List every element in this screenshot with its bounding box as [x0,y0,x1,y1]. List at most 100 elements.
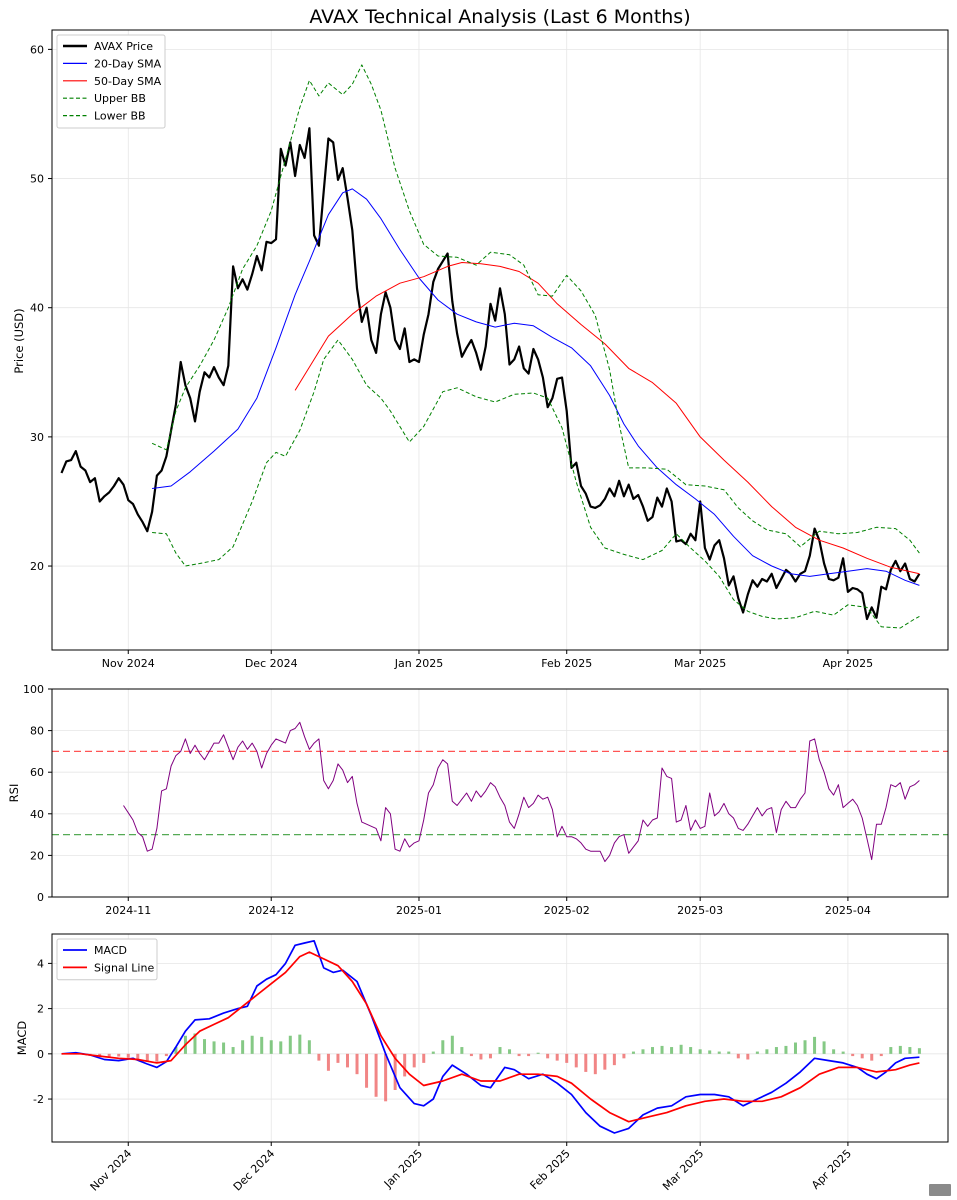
y-tick-label: 60 [30,43,44,56]
macd-histogram-bar [498,1047,502,1054]
legend-label: 50-Day SMA [94,75,162,88]
macd-histogram-bar [431,1051,435,1054]
macd-histogram-bar [403,1053,407,1077]
x-tick-label: Dec 2024 [245,657,298,670]
rsi-axes-frame [51,688,949,898]
macd-histogram-bar [889,1047,893,1054]
macd-histogram-bar [860,1053,864,1059]
x-tick-label: Jan 2025 [381,1147,425,1191]
macd-histogram-bar [832,1049,836,1054]
macd-histogram-bar [126,1053,130,1058]
macd-histogram-bar [269,1040,273,1054]
macd-histogram-bar [603,1053,607,1070]
macd-histogram-bar [384,1053,388,1102]
macd-histogram-bar [412,1053,416,1068]
macd-histogram-bar [222,1042,226,1054]
macd-histogram-bar [546,1053,550,1059]
y-tick-label: 60 [30,766,44,779]
y-tick-label: 20 [30,560,44,573]
macd-histogram-bar [565,1053,569,1063]
x-tick-label: Feb 2025 [528,1147,573,1192]
macd-histogram-bar [670,1047,674,1054]
macd-histogram-bar [755,1051,759,1054]
y-tick-label: 40 [30,808,44,821]
macd-histogram-bar [231,1047,235,1054]
rsi-y-axis-label: RSI [7,784,21,803]
y-tick-label: 40 [30,302,44,315]
y-tick-label: 20 [30,849,44,862]
macd-histogram-bar [813,1036,817,1054]
price-series-lower-bb [152,339,920,629]
macd-histogram-bar [107,1053,111,1058]
price-series-avax-price [60,127,921,621]
x-tick-label: Feb 2025 [541,657,592,670]
macd-histogram-bar [145,1053,149,1061]
macd-histogram-bar [355,1053,359,1075]
y-tick-label: 80 [30,725,44,738]
y-tick-label: 4 [37,957,44,970]
macd-histogram-bar [317,1053,321,1061]
watermark-badge [929,1184,951,1196]
macd-histogram-bar [574,1053,578,1068]
x-tick-label: 2024-11 [105,904,151,917]
y-tick-label: 50 [30,173,44,186]
macd-histogram-bar [203,1039,207,1054]
macd-histogram-bar [374,1053,378,1097]
macd-histogram-bar [441,1040,445,1054]
macd-histogram-bar [298,1034,302,1054]
macd-histogram-bar [193,1033,197,1054]
macd-histogram-bar [593,1053,597,1075]
y-tick-label: 100 [23,683,44,696]
x-tick-label: Apr 2025 [823,657,874,670]
macd-histogram-bar [174,1047,178,1054]
macd-histogram-bar [345,1053,349,1068]
macd-histogram-bar [631,1051,635,1054]
rsi-series-line [123,721,920,863]
x-tick-label: 2025-04 [825,904,871,917]
y-tick-label: 2 [37,1003,44,1016]
macd-series-macd [61,939,920,1134]
macd-histogram-bar [527,1053,531,1057]
macd-histogram-bar [517,1053,521,1057]
macd-histogram-bar [555,1053,559,1061]
legend-label: MACD [94,944,127,957]
macd-histogram-bar [288,1035,292,1054]
macd-histogram-bar [155,1053,159,1062]
macd-axes-frame [51,933,949,1143]
legend-label: Signal Line [94,961,154,974]
macd-histogram-bar [365,1053,369,1088]
macd-histogram-bar [488,1053,492,1059]
price-series-upper-bb [151,64,920,554]
macd-histogram-bar [98,1053,102,1057]
macd-histogram-bar [393,1053,397,1090]
macd-histogram-bar [307,1040,311,1054]
macd-histogram-bar [870,1053,874,1061]
macd-histogram-bar [508,1049,512,1054]
macd-histogram-bar [212,1041,216,1054]
x-tick-label: Mar 2025 [674,657,726,670]
macd-histogram-bar [765,1049,769,1054]
macd-histogram-bar [479,1053,483,1060]
macd-histogram-bar [622,1053,626,1059]
macd-histogram-bar [822,1041,826,1054]
price-y-axis-label: Price (USD) [12,308,26,373]
x-tick-label: Dec 2024 [231,1147,278,1194]
x-tick-label: Nov 2024 [102,657,155,670]
macd-histogram-bar [469,1053,473,1057]
macd-histogram-bar [164,1053,168,1057]
macd-histogram-bar [803,1040,807,1054]
macd-histogram-bar [651,1047,655,1054]
macd-histogram-bar [851,1053,855,1057]
x-tick-label: 2025-03 [677,904,723,917]
rsi-panel: RSI 2024-11 2024-12 2025-01 2025-02 2025-03 2… [7,683,949,917]
macd-histogram-bar [746,1053,750,1060]
macd-histogram-bar [336,1053,340,1063]
x-tick-label: Nov 2024 [88,1147,135,1194]
macd-y-axis-label: MACD [15,1021,29,1056]
macd-histogram-bar [736,1053,740,1059]
legend-label: Lower BB [94,110,146,123]
x-tick-label: Apr 2025 [809,1147,854,1192]
x-tick-label: Mar 2025 [660,1147,706,1193]
x-tick-label: Jan 2025 [394,657,443,670]
